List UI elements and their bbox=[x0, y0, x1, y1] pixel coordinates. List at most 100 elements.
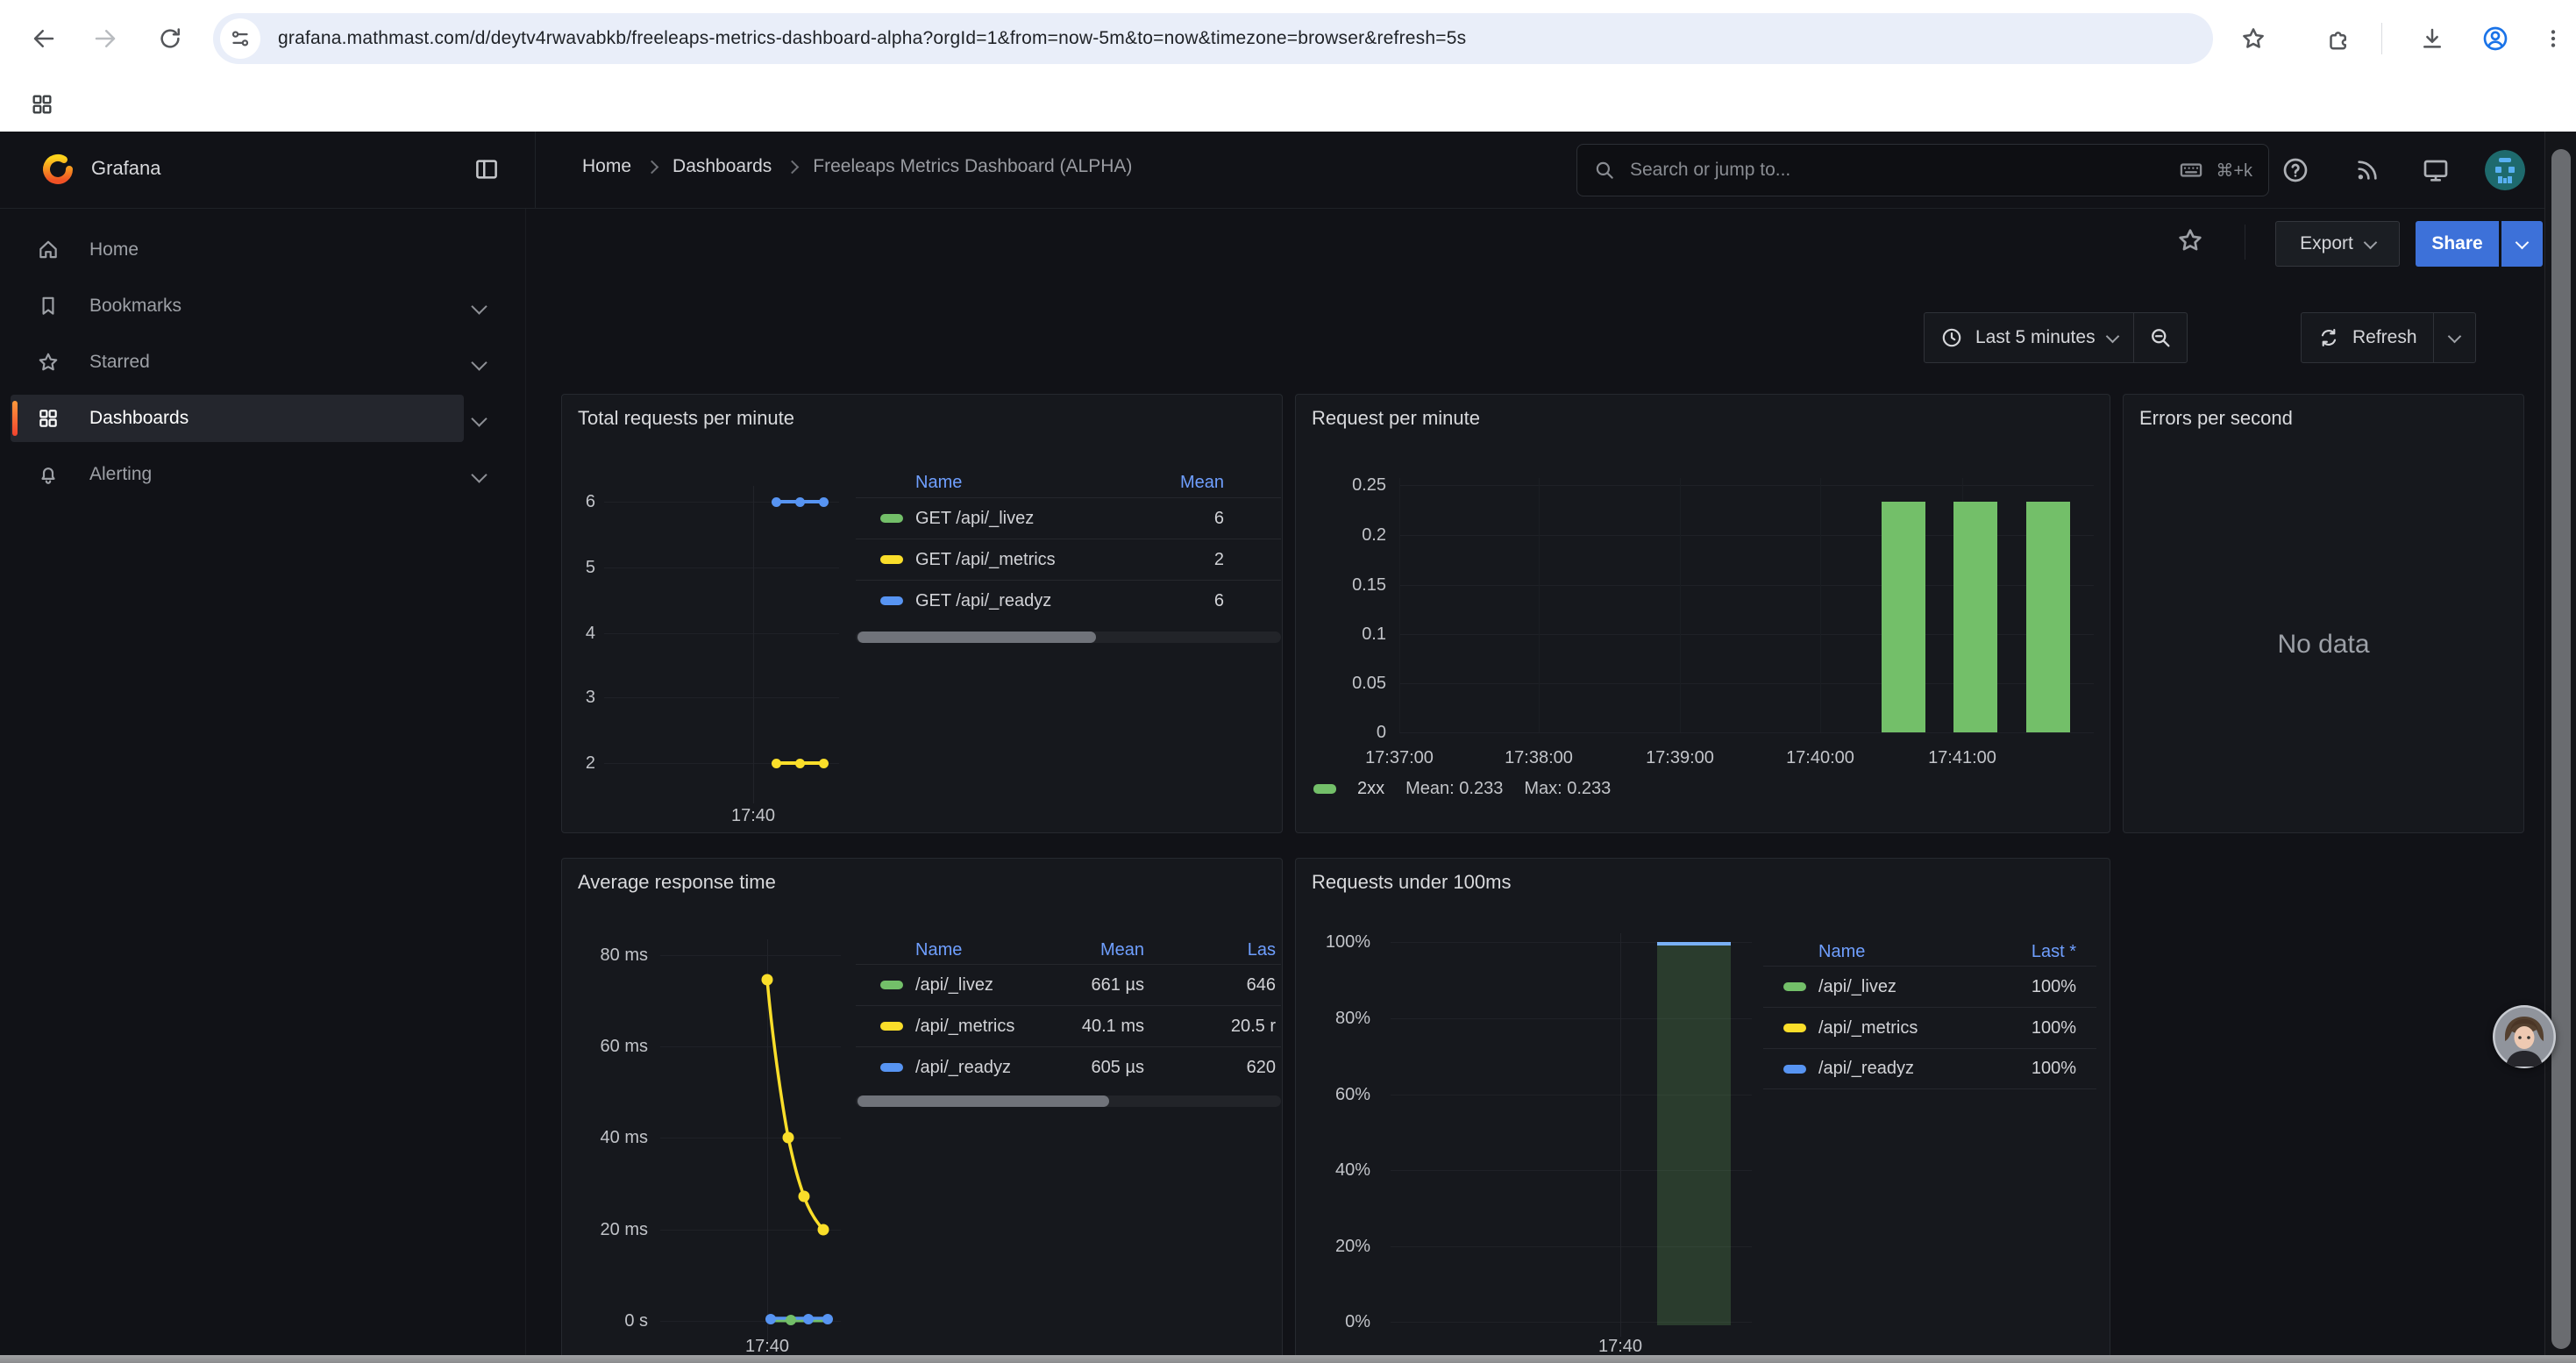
download-icon bbox=[2419, 25, 2445, 52]
sidebar-toggle-button[interactable] bbox=[473, 156, 500, 182]
legend-inline[interactable]: 2xx Mean: 0.233 Max: 0.233 bbox=[1313, 779, 1611, 799]
sidebar-item-bookmarks[interactable]: Bookmarks bbox=[11, 282, 464, 330]
y-tick: 4 bbox=[564, 623, 595, 644]
zoom-out-button[interactable] bbox=[2134, 313, 2187, 362]
refresh-label: Refresh bbox=[2352, 327, 2417, 348]
series-swatch bbox=[1783, 982, 1806, 991]
reload-button[interactable] bbox=[149, 18, 191, 60]
x-tick: 17:40:00 bbox=[1754, 747, 1886, 768]
legend-row[interactable]: /api/_livez 100% bbox=[1763, 966, 2096, 1007]
star-outline-icon bbox=[2176, 226, 2204, 254]
panel-title[interactable]: Errors per second bbox=[2139, 407, 2293, 430]
browser-menu-button[interactable] bbox=[2536, 18, 2571, 60]
bar-under-100ms bbox=[1657, 942, 1731, 1325]
keyboard-icon bbox=[2179, 158, 2203, 182]
y-tick: 20% bbox=[1300, 1236, 1370, 1257]
search-input[interactable] bbox=[1628, 159, 2167, 182]
page-scrollbar-thumb[interactable] bbox=[2551, 149, 2571, 1349]
panel-requests-under-100ms: Requests under 100ms 100% 80% 60% 40% 20… bbox=[1295, 858, 2110, 1363]
help-button[interactable] bbox=[2280, 154, 2311, 186]
news-button[interactable] bbox=[2352, 154, 2383, 186]
legend-row[interactable]: GET /api/_metrics 2 bbox=[856, 539, 1281, 580]
time-range-picker[interactable]: Last 5 minutes bbox=[1925, 313, 2133, 362]
y-tick: 0 s bbox=[571, 1310, 648, 1331]
legend-header-name[interactable]: Name bbox=[915, 940, 1030, 960]
legend-scrollbar[interactable] bbox=[856, 1095, 1281, 1107]
series-swatch bbox=[880, 514, 903, 523]
chevron-down-icon[interactable] bbox=[471, 467, 487, 482]
export-label: Export bbox=[2300, 233, 2353, 254]
downloads-button[interactable] bbox=[2411, 18, 2453, 60]
data-point bbox=[819, 759, 829, 768]
series-mean: 6 bbox=[1145, 509, 1224, 529]
sidebar-item-alerting[interactable]: Alerting bbox=[11, 451, 464, 498]
series-mean: 2 bbox=[1145, 550, 1224, 570]
sidebar-item-home[interactable]: Home bbox=[11, 226, 464, 274]
forward-button[interactable] bbox=[84, 18, 126, 60]
sidebar-item-starred[interactable]: Starred bbox=[11, 339, 464, 386]
legend-header-name[interactable]: Name bbox=[1818, 942, 1980, 962]
panel-left-icon bbox=[473, 156, 500, 182]
legend-row[interactable]: /api/_metrics 40.1 ms 20.5 r bbox=[856, 1005, 1281, 1046]
rss-icon bbox=[2353, 156, 2381, 184]
breadcrumb-dashboards[interactable]: Dashboards bbox=[672, 156, 772, 177]
legend-table: Name Mean GET /api/_livez 6 GET /api/_me… bbox=[856, 468, 1281, 621]
panel-title[interactable]: Requests under 100ms bbox=[1312, 871, 1511, 894]
panel-request-per-minute: Request per minute 0.25 0.2 0.15 0.1 0.0… bbox=[1295, 394, 2110, 833]
share-menu-button[interactable] bbox=[2501, 221, 2543, 267]
legend-row[interactable]: /api/_readyz 100% bbox=[1763, 1048, 2096, 1089]
legend-table: Name Last * /api/_livez 100% /api/_metri… bbox=[1763, 938, 2096, 1089]
sidebar-item-dashboards[interactable]: Dashboards bbox=[11, 395, 464, 442]
legend-row[interactable]: /api/_readyz 605 µs 620 bbox=[856, 1046, 1281, 1088]
panel-errors-per-second: Errors per second No data bbox=[2123, 394, 2524, 833]
grafana-header: Grafana Home Dashboards Freeleaps Metric… bbox=[0, 132, 2576, 209]
legend-header-name[interactable]: Name bbox=[915, 473, 1145, 493]
chevron-down-icon[interactable] bbox=[471, 298, 487, 314]
share-button[interactable]: Share bbox=[2416, 221, 2499, 267]
series-last: 100% bbox=[1980, 1059, 2076, 1079]
browser-toolbar: grafana.mathmast.com/d/deytv4rwavabkb/fr… bbox=[0, 0, 2576, 77]
legend-row[interactable]: GET /api/_readyz 6 bbox=[856, 580, 1281, 621]
user-avatar[interactable] bbox=[2485, 150, 2525, 190]
back-button[interactable] bbox=[23, 18, 65, 60]
legend-row[interactable]: /api/_livez 661 µs 646 bbox=[856, 964, 1281, 1005]
panel-title[interactable]: Total requests per minute bbox=[578, 407, 794, 430]
panel-title[interactable]: Request per minute bbox=[1312, 407, 1480, 430]
url-bar[interactable]: grafana.mathmast.com/d/deytv4rwavabkb/fr… bbox=[213, 13, 2213, 64]
legend-row[interactable]: GET /api/_livez 6 bbox=[856, 497, 1281, 539]
refresh-interval-button[interactable] bbox=[2434, 313, 2475, 362]
zoom-out-icon bbox=[2148, 325, 2173, 350]
chevron-down-icon[interactable] bbox=[471, 354, 487, 370]
apps-button[interactable] bbox=[21, 83, 63, 125]
panel-title[interactable]: Average response time bbox=[578, 871, 776, 894]
bookmark-page-button[interactable] bbox=[2232, 18, 2274, 60]
legend-header-last[interactable]: Las bbox=[1144, 940, 1276, 960]
screenshot-root: grafana.mathmast.com/d/deytv4rwavabkb/fr… bbox=[0, 0, 2576, 1363]
search-bar[interactable]: ⌘+k bbox=[1576, 144, 2269, 196]
export-button[interactable]: Export bbox=[2275, 221, 2400, 267]
star-dashboard-button[interactable] bbox=[2176, 226, 2204, 254]
legend-scrollbar[interactable] bbox=[856, 632, 1281, 643]
brand-title: Grafana bbox=[91, 157, 161, 180]
chevron-down-icon bbox=[2105, 329, 2119, 343]
legend-header-mean[interactable]: Mean bbox=[1145, 473, 1224, 493]
legend-row[interactable]: /api/_metrics 100% bbox=[1763, 1007, 2096, 1048]
profile-button[interactable] bbox=[2474, 18, 2516, 60]
legend-header-mean[interactable]: Mean bbox=[1030, 940, 1144, 960]
site-settings-icon[interactable] bbox=[220, 18, 260, 59]
chevron-down-icon[interactable] bbox=[471, 410, 487, 426]
grafana-logo[interactable] bbox=[39, 153, 74, 188]
assistant-avatar-widget[interactable] bbox=[2493, 1005, 2556, 1068]
legend-header-last[interactable]: Last * bbox=[1980, 942, 2076, 962]
clock-icon bbox=[1940, 326, 1963, 349]
extensions-button[interactable] bbox=[2316, 18, 2359, 60]
y-tick: 0 bbox=[1313, 722, 1386, 743]
refresh-button[interactable]: Refresh bbox=[2302, 313, 2433, 362]
breadcrumb-home[interactable]: Home bbox=[582, 156, 631, 177]
chevron-down-icon bbox=[2364, 235, 2378, 249]
series-name: GET /api/_readyz bbox=[915, 591, 1051, 611]
bar-2xx bbox=[2026, 502, 2070, 732]
chevron-right-icon bbox=[645, 160, 659, 174]
series-name: 2xx bbox=[1357, 779, 1384, 799]
display-button[interactable] bbox=[2420, 154, 2451, 186]
